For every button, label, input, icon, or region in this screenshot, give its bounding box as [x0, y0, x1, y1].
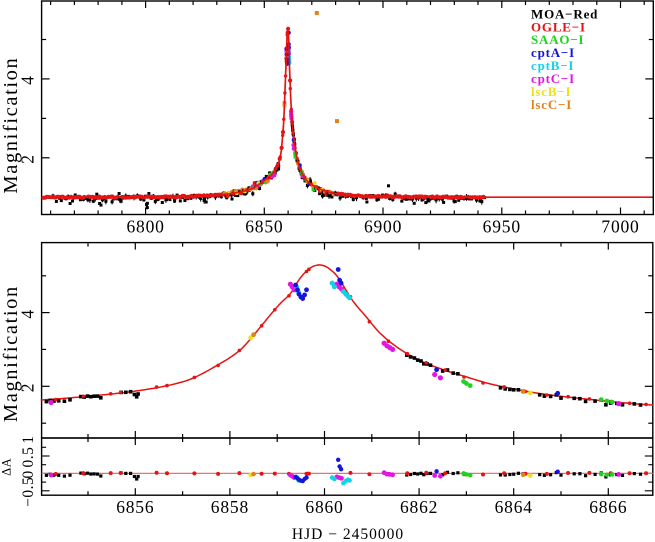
svg-text:−0.5: −0.5 — [20, 477, 37, 507]
svg-text:lscB−I: lscB−I — [531, 84, 571, 99]
svg-text:6800: 6800 — [126, 217, 164, 237]
svg-text:SAAO−I: SAAO−I — [531, 32, 584, 47]
svg-text:cptB−I: cptB−I — [531, 58, 574, 73]
svg-text:4: 4 — [18, 309, 38, 319]
svg-text:1: 1 — [20, 435, 37, 443]
svg-text:Magnification: Magnification — [0, 57, 22, 194]
svg-text:6860: 6860 — [305, 497, 343, 517]
svg-text:cptC−I: cptC−I — [531, 71, 575, 86]
svg-text:HJD − 2450000: HJD − 2450000 — [292, 526, 404, 542]
svg-text:2: 2 — [18, 383, 38, 393]
svg-text:6856: 6856 — [116, 497, 154, 517]
svg-text:ΔA: ΔA — [0, 458, 14, 476]
svg-text:0: 0 — [20, 470, 37, 478]
svg-text:6862: 6862 — [400, 497, 438, 517]
svg-text:0.5: 0.5 — [20, 447, 37, 468]
svg-text:MOA−Red: MOA−Red — [531, 6, 598, 21]
svg-text:7000: 7000 — [601, 217, 639, 237]
svg-text:6850: 6850 — [245, 217, 283, 237]
svg-text:6858: 6858 — [211, 497, 249, 517]
svg-text:OGLE−I: OGLE−I — [531, 19, 586, 34]
svg-text:lscC−I: lscC−I — [531, 97, 572, 112]
svg-text:4: 4 — [18, 75, 38, 85]
svg-text:6864: 6864 — [495, 497, 533, 517]
svg-text:6900: 6900 — [364, 217, 402, 237]
svg-text:6866: 6866 — [589, 497, 627, 517]
svg-text:cptA−I: cptA−I — [531, 45, 575, 60]
svg-text:6950: 6950 — [483, 217, 521, 237]
svg-text:Magnification: Magnification — [0, 285, 22, 422]
svg-text:2: 2 — [18, 154, 38, 164]
